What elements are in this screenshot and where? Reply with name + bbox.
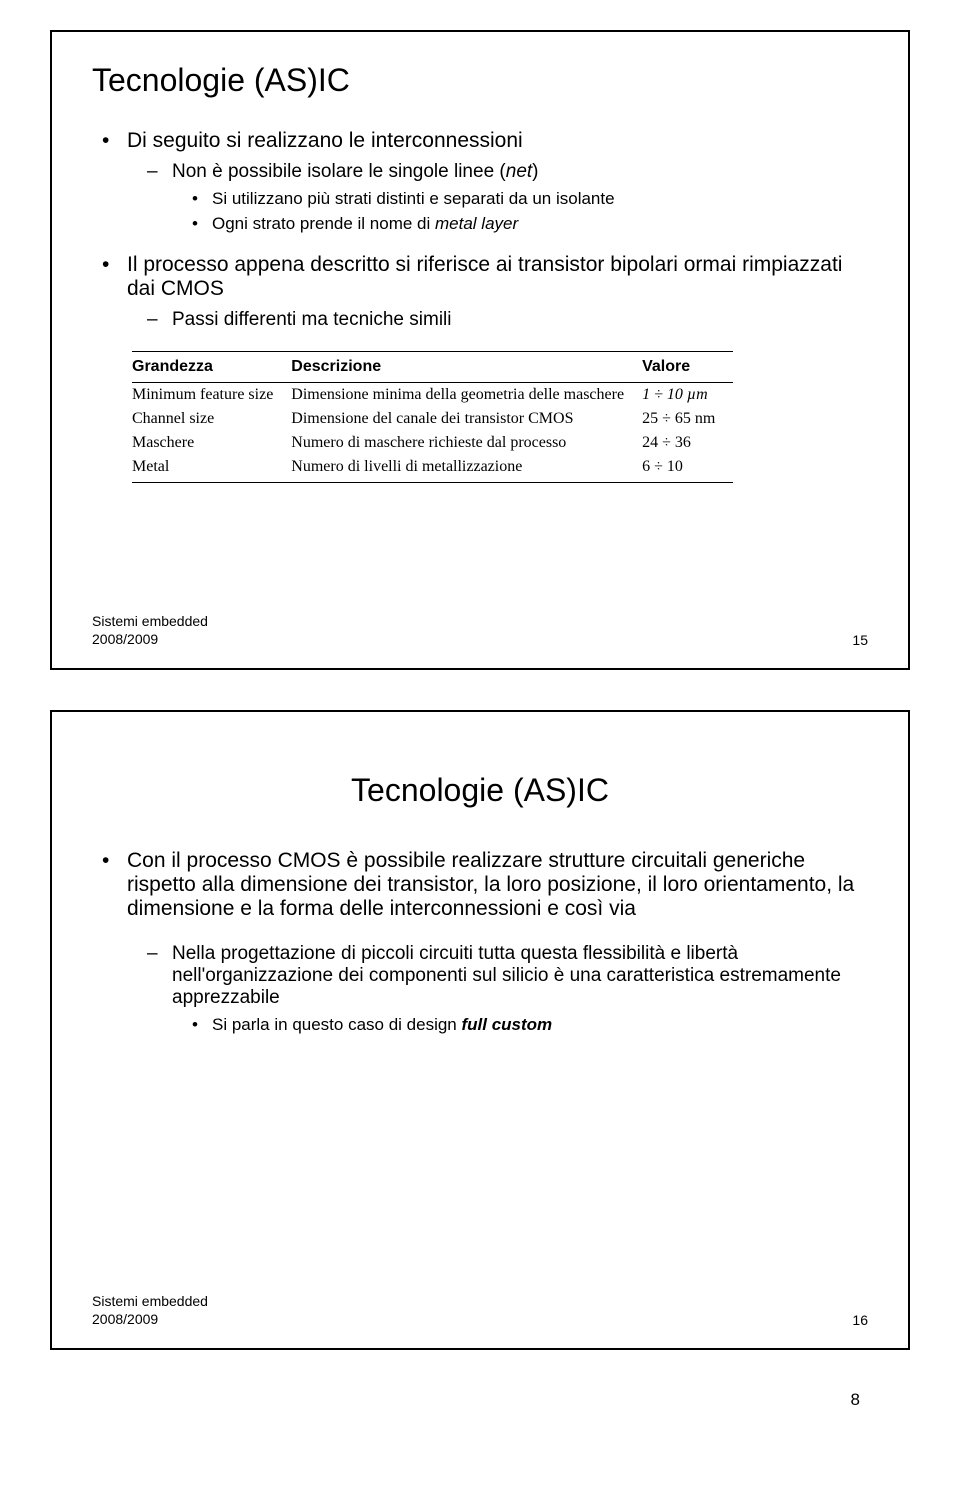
- page-number: 8: [50, 1390, 910, 1420]
- cell: 1 ÷ 10 µm: [642, 383, 733, 408]
- sub-bullet: – Non è possibile isolare le singole lin…: [147, 161, 868, 183]
- cell: 24 ÷ 36: [642, 431, 733, 455]
- table-row: Maschere Numero di maschere richieste da…: [132, 431, 733, 455]
- bullet-text: Nella progettazione di piccoli circuiti …: [172, 943, 868, 1009]
- sub-bullet: – Nella progettazione di piccoli circuit…: [147, 943, 868, 1009]
- table-row: Minimum feature size Dimensione minima d…: [132, 383, 733, 408]
- bullet-marker: –: [147, 309, 172, 331]
- slide-title: Tecnologie (AS)IC: [92, 62, 868, 99]
- bullet-marker: •: [192, 214, 212, 234]
- bullet-text: Di seguito si realizzano le interconness…: [127, 129, 523, 153]
- slide-number: 16: [852, 1312, 868, 1328]
- bullet: • Di seguito si realizzano le interconne…: [102, 129, 868, 153]
- sub-sub-bullet: • Ogni strato prende il nome di metal la…: [192, 214, 868, 234]
- table-row: Metal Numero di livelli di metallizzazio…: [132, 455, 733, 483]
- cell: Maschere: [132, 431, 291, 455]
- bullet-marker: •: [192, 1015, 212, 1035]
- col-header: Descrizione: [291, 352, 642, 383]
- cell: 6 ÷ 10: [642, 455, 733, 483]
- slide-footer: Sistemi embedded 2008/2009 16: [92, 1292, 868, 1328]
- col-header: Grandezza: [132, 352, 291, 383]
- bullet-marker: •: [102, 849, 127, 921]
- page: Tecnologie (AS)IC • Di seguito si realiz…: [0, 0, 960, 1440]
- cell: Channel size: [132, 407, 291, 431]
- bullet: • Con il processo CMOS è possibile reali…: [102, 849, 868, 921]
- slide-2: Tecnologie (AS)IC • Con il processo CMOS…: [50, 710, 910, 1350]
- slide-1: Tecnologie (AS)IC • Di seguito si realiz…: [50, 30, 910, 670]
- cell: 25 ÷ 65 nm: [642, 407, 733, 431]
- bullet-text: Il processo appena descritto si riferisc…: [127, 253, 868, 301]
- cell: Dimensione minima della geometria delle …: [291, 383, 642, 408]
- slide-number: 15: [852, 632, 868, 648]
- bullet-text: Non è possibile isolare le singole linee…: [172, 161, 539, 183]
- footer-source: Sistemi embedded 2008/2009: [92, 612, 208, 648]
- bullet-marker: –: [147, 161, 172, 183]
- slide-footer: Sistemi embedded 2008/2009 15: [92, 612, 868, 648]
- bullet-marker: •: [102, 253, 127, 301]
- bullet-text: Passi differenti ma tecniche simili: [172, 309, 451, 331]
- table-row: Channel size Dimensione del canale dei t…: [132, 407, 733, 431]
- bullet-text: Con il processo CMOS è possibile realizz…: [127, 849, 868, 921]
- bullet-marker: •: [102, 129, 127, 153]
- bullet-text: Ogni strato prende il nome di metal laye…: [212, 214, 518, 234]
- slide-title: Tecnologie (AS)IC: [92, 772, 868, 809]
- sub-sub-bullet: • Si utilizzano più strati distinti e se…: [192, 189, 868, 209]
- cell: Numero di maschere richieste dal process…: [291, 431, 642, 455]
- footer-source: Sistemi embedded 2008/2009: [92, 1292, 208, 1328]
- bullet-marker: –: [147, 943, 172, 1009]
- feature-table: Grandezza Descrizione Valore Minimum fea…: [132, 351, 733, 483]
- sub-sub-bullet: • Si parla in questo caso di design full…: [192, 1015, 868, 1035]
- col-header: Valore: [642, 352, 733, 383]
- bullet-text: Si utilizzano più strati distinti e sepa…: [212, 189, 615, 209]
- bullet-text: Si parla in questo caso di design full c…: [212, 1015, 552, 1035]
- cell: Metal: [132, 455, 291, 483]
- bullet: • Il processo appena descritto si riferi…: [102, 253, 868, 301]
- cell: Minimum feature size: [132, 383, 291, 408]
- cell: Dimensione del canale dei transistor CMO…: [291, 407, 642, 431]
- cell: Numero di livelli di metallizzazione: [291, 455, 642, 483]
- table-header-row: Grandezza Descrizione Valore: [132, 352, 733, 383]
- sub-bullet: – Passi differenti ma tecniche simili: [147, 309, 868, 331]
- bullet-marker: •: [192, 189, 212, 209]
